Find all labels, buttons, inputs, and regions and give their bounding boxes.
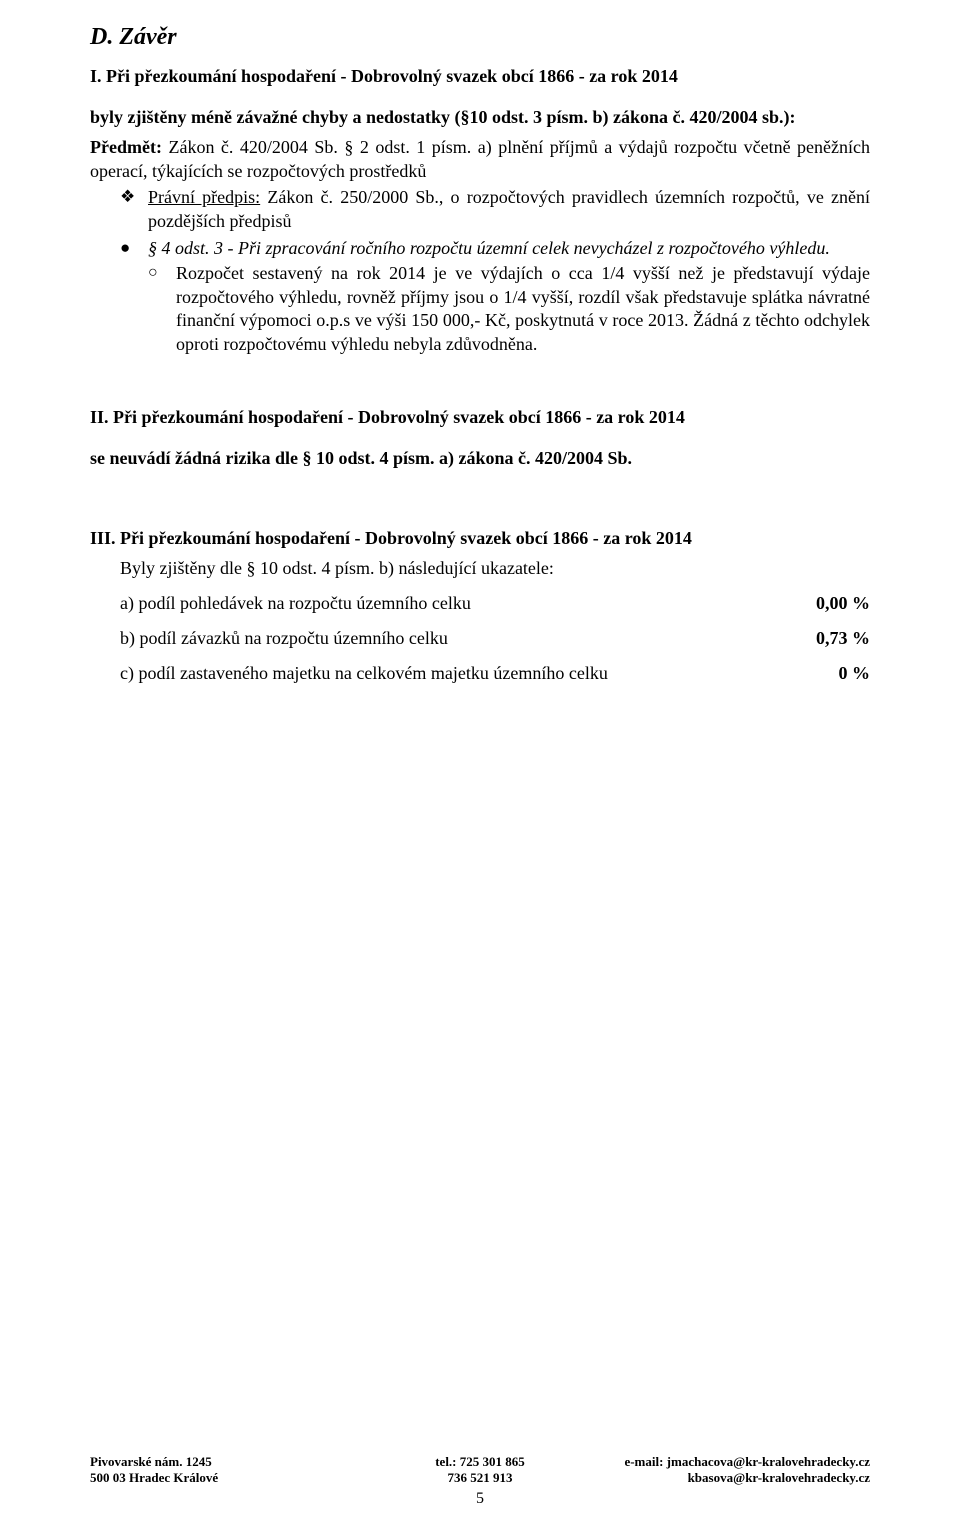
page-footer: Pivovarské nám. 1245 tel.: 725 301 865 e…	[90, 1454, 870, 1508]
predmet-paragraph: Předmět: Zákon č. 420/2004 Sb. § 2 odst.…	[90, 136, 870, 184]
metric-row-c: c) podíl zastaveného majetku na celkovém…	[120, 663, 870, 684]
footer-mid-1: tel.: 725 301 865	[350, 1454, 610, 1470]
dot-bullet-row: ● § 4 odst. 3 - Při zpracování ročního r…	[120, 237, 870, 260]
footer-left-1: Pivovarské nám. 1245	[90, 1454, 350, 1470]
predmet-label: Předmět:	[90, 137, 162, 157]
bullet-italic-text: § 4 odst. 3 - Při zpracování ročního roz…	[148, 238, 830, 258]
diamond-underline: Právní předpis:	[148, 187, 260, 207]
part-iii-subline: Byly zjištěny dle § 10 odst. 4 písm. b) …	[120, 558, 870, 579]
part-i-heading: I. Při přezkoumání hospodaření - Dobrovo…	[90, 65, 870, 88]
diamond-text: Právní předpis: Zákon č. 250/2000 Sb., o…	[148, 186, 870, 233]
circle-text: Rozpočet sestavený na rok 2014 je ve výd…	[176, 262, 870, 356]
footer-right-2: kbasova@kr-kralovehradecky.cz	[610, 1470, 870, 1486]
section-d-title: D. Závěr	[90, 24, 870, 51]
metric-label-b: b) podíl závazků na rozpočtu územního ce…	[120, 628, 448, 649]
circle-icon: ○	[148, 262, 176, 356]
metric-value-c: 0 %	[839, 663, 871, 684]
metric-value-b: 0,73 %	[816, 628, 870, 649]
footer-mid-2: 736 521 913	[350, 1470, 610, 1486]
metric-value-a: 0,00 %	[816, 593, 870, 614]
bullet-icon: ●	[120, 237, 148, 260]
predmet-value: Zákon č. 420/2004 Sb. § 2 odst. 1 písm. …	[90, 137, 870, 181]
bullet-text: § 4 odst. 3 - Při zpracování ročního roz…	[148, 237, 870, 260]
page-number: 5	[90, 1490, 870, 1508]
footer-left-2: 500 03 Hradec Králové	[90, 1470, 350, 1486]
diamond-icon: ❖	[120, 186, 148, 233]
diamond-bullet-row: ❖ Právní předpis: Zákon č. 250/2000 Sb.,…	[120, 186, 870, 233]
finding-line: byly zjištěny méně závažné chyby a nedos…	[90, 106, 870, 129]
metric-row-b: b) podíl závazků na rozpočtu územního ce…	[120, 628, 870, 649]
part-ii-line: se neuvádí žádná rizika dle § 10 odst. 4…	[90, 447, 870, 470]
footer-right-1: e-mail: jmachacova@kr-kralovehradecky.cz	[610, 1454, 870, 1470]
metric-label-c: c) podíl zastaveného majetku na celkovém…	[120, 663, 608, 684]
circle-bullet-row: ○ Rozpočet sestavený na rok 2014 je ve v…	[148, 262, 870, 356]
metric-row-a: a) podíl pohledávek na rozpočtu územního…	[120, 593, 870, 614]
part-ii-heading: II. Při přezkoumání hospodaření - Dobrov…	[90, 406, 870, 429]
part-iii-heading: III. Při přezkoumání hospodaření - Dobro…	[90, 527, 870, 550]
metric-label-a: a) podíl pohledávek na rozpočtu územního…	[120, 593, 471, 614]
document-page: D. Závěr I. Při přezkoumání hospodaření …	[0, 0, 960, 1534]
